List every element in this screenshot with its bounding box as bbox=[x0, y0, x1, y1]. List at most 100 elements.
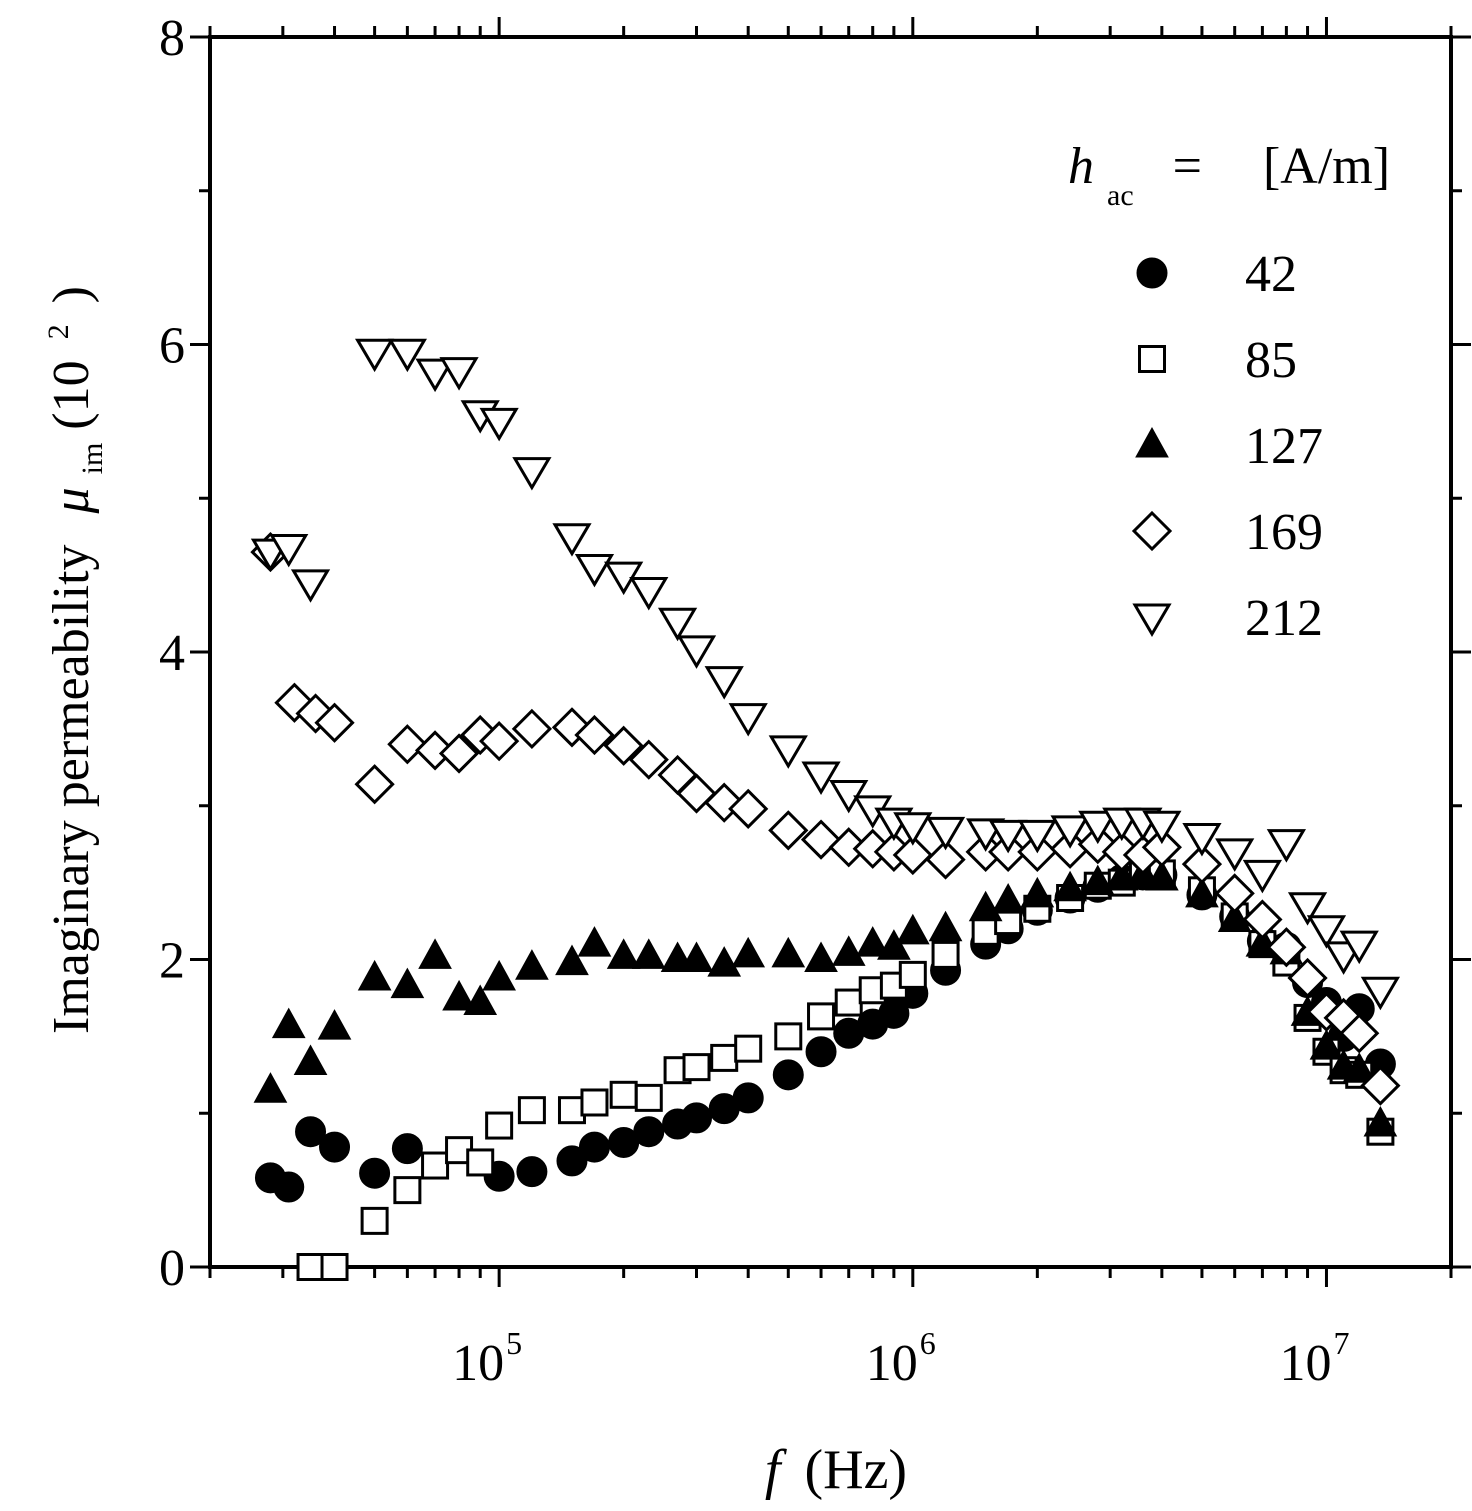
data-point bbox=[893, 812, 933, 846]
data-point bbox=[463, 984, 498, 1016]
legend-header-equals: = bbox=[1173, 138, 1202, 195]
data-point bbox=[391, 1133, 423, 1165]
data-point bbox=[772, 1059, 804, 1091]
data-point bbox=[552, 523, 592, 557]
y-axis-label-scale: (10 bbox=[43, 360, 100, 429]
data-point bbox=[479, 721, 520, 762]
legend-label: 85 bbox=[1245, 332, 1297, 389]
data-point bbox=[1360, 976, 1401, 1011]
legend-header: h ac = [A/m] bbox=[1068, 138, 1390, 217]
data-point bbox=[438, 733, 480, 774]
data-point bbox=[804, 941, 838, 972]
data-point bbox=[1214, 873, 1255, 914]
legend-item-42: 42 bbox=[1136, 246, 1297, 303]
data-point bbox=[1017, 819, 1057, 854]
y-axis-label-close: ) bbox=[43, 286, 100, 303]
data-point bbox=[633, 1116, 665, 1148]
legend-label: 127 bbox=[1245, 418, 1323, 475]
data-point bbox=[657, 607, 698, 642]
data-point bbox=[439, 357, 479, 391]
data-point bbox=[877, 929, 911, 960]
data-point bbox=[895, 913, 930, 945]
data-point bbox=[628, 739, 669, 780]
y-tick-label: 4 bbox=[159, 625, 185, 682]
data-point bbox=[479, 407, 519, 442]
legend-label: 169 bbox=[1245, 504, 1323, 561]
data-point bbox=[1215, 838, 1255, 872]
data-point bbox=[1287, 957, 1328, 999]
data-series bbox=[250, 338, 1401, 1281]
data-point bbox=[606, 938, 641, 969]
data-point bbox=[734, 1034, 763, 1063]
series-212 bbox=[250, 338, 1401, 1011]
data-point bbox=[834, 988, 863, 1017]
data-point bbox=[710, 1043, 739, 1072]
data-point bbox=[290, 569, 331, 603]
data-point bbox=[707, 946, 742, 977]
data-point bbox=[1339, 930, 1379, 965]
data-point bbox=[1309, 1029, 1344, 1060]
data-point bbox=[1182, 823, 1222, 857]
data-point bbox=[1181, 844, 1223, 885]
data-point bbox=[1050, 815, 1090, 849]
y-axis-label-text: Imaginary permeability bbox=[43, 544, 100, 1033]
data-point bbox=[482, 959, 516, 991]
x-tick-label: 106 bbox=[866, 1325, 936, 1392]
data-point bbox=[898, 960, 927, 989]
legend-item-127: 127 bbox=[1135, 418, 1323, 475]
data-point bbox=[1020, 876, 1055, 908]
data-point bbox=[574, 553, 615, 588]
data-point bbox=[320, 1253, 349, 1281]
y-axis-ticks: 0 2 4 6 8 bbox=[159, 10, 1471, 1297]
y-axis-label-symbol: μ bbox=[43, 487, 100, 514]
legend-header-symbol: h bbox=[1068, 138, 1094, 195]
data-point bbox=[991, 883, 1025, 914]
legend-item-85: 85 bbox=[1138, 332, 1297, 389]
data-point bbox=[512, 457, 552, 491]
data-point bbox=[354, 338, 395, 373]
data-point bbox=[556, 1145, 588, 1177]
data-point bbox=[414, 730, 456, 771]
data-point bbox=[1242, 859, 1283, 894]
x-axis-label: f (Hz) bbox=[765, 1439, 907, 1501]
data-point bbox=[1145, 859, 1179, 891]
data-point bbox=[679, 941, 714, 972]
y-axis-label-exponent: 2 bbox=[42, 324, 75, 339]
legend-item-212: 212 bbox=[1132, 590, 1323, 647]
data-point bbox=[578, 1131, 610, 1163]
data-point bbox=[629, 577, 669, 611]
data-point bbox=[892, 834, 933, 876]
data-point bbox=[359, 1157, 391, 1189]
data-point bbox=[317, 1009, 352, 1040]
data-point bbox=[418, 938, 452, 969]
data-point bbox=[354, 764, 395, 805]
legend-marker bbox=[1138, 345, 1166, 373]
data-point bbox=[925, 839, 966, 880]
data-point bbox=[393, 1176, 422, 1205]
y-axis-label-subscript: im bbox=[76, 443, 109, 475]
data-point bbox=[360, 1206, 389, 1235]
data-point bbox=[768, 810, 809, 851]
x-tick-label: 107 bbox=[1279, 1325, 1349, 1392]
data-point bbox=[732, 1082, 764, 1114]
data-point bbox=[931, 940, 960, 969]
data-point bbox=[1342, 1052, 1377, 1083]
legend-label: 212 bbox=[1245, 590, 1323, 647]
data-point bbox=[1185, 876, 1219, 908]
data-point bbox=[1339, 1013, 1380, 1054]
data-point bbox=[1266, 927, 1307, 968]
x-axis-label-symbol: f bbox=[765, 1439, 788, 1501]
data-point bbox=[485, 1111, 514, 1140]
data-point bbox=[357, 959, 392, 991]
data-point bbox=[580, 1088, 609, 1117]
data-point bbox=[855, 926, 890, 957]
data-point bbox=[269, 533, 309, 568]
data-point bbox=[296, 1253, 325, 1281]
y-tick-label: 8 bbox=[159, 10, 185, 67]
data-point bbox=[609, 1080, 638, 1109]
data-point bbox=[801, 761, 841, 795]
data-point bbox=[1141, 827, 1182, 868]
legend-marker bbox=[1136, 257, 1168, 289]
data-point bbox=[928, 910, 963, 942]
